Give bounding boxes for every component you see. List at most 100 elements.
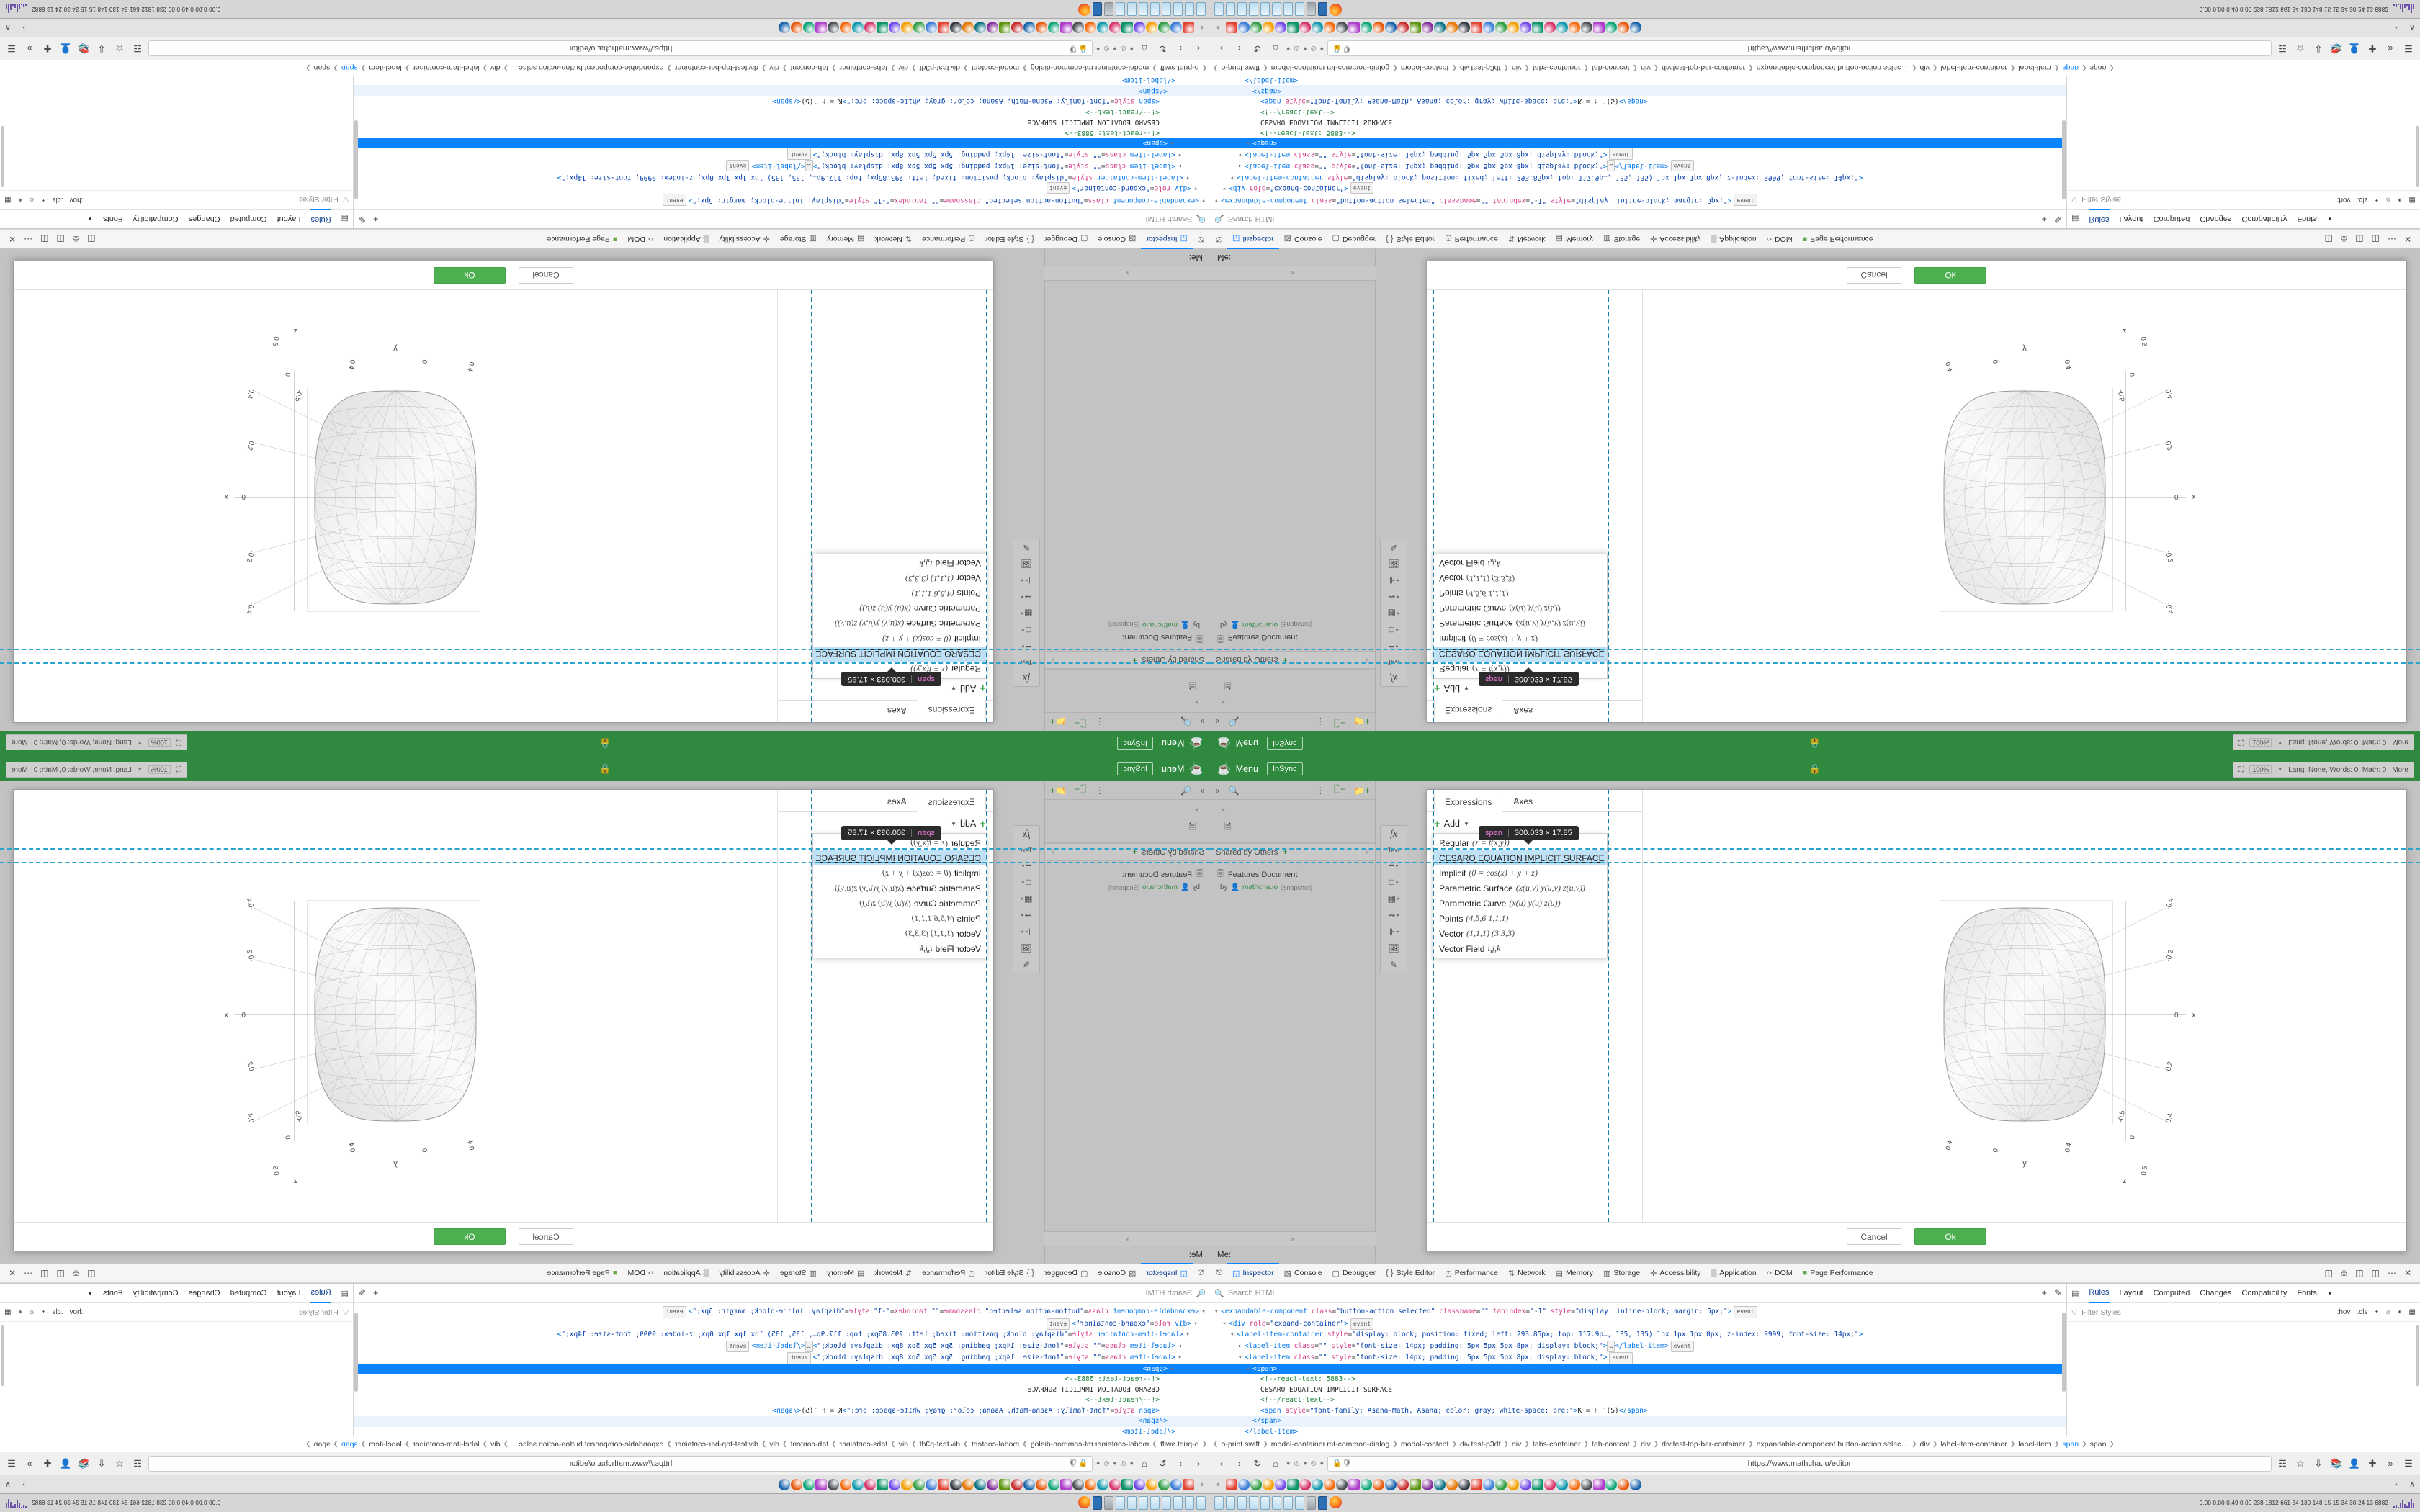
tab-favicon[interactable] [1593,22,1605,34]
menu-item-2[interactable]: Implicit (0 = cos(x) + y + z) [813,631,987,647]
tab-favicon[interactable] [1312,22,1323,34]
tab-favicon[interactable] [1097,1478,1108,1490]
chevron-double-up-icon[interactable]: » [1044,266,1210,281]
breadcrumb-item[interactable]: div.test-top-bar-container [674,1439,758,1449]
breadcrumb-item[interactable]: div [1919,1439,1930,1449]
scrollbar[interactable] [2062,1313,2066,1392]
breadcrumb-item[interactable]: div [898,1439,909,1449]
tab-favicon[interactable] [1520,22,1531,34]
tab-storage[interactable]: ▥ Storage [775,229,822,249]
fullscreen-icon[interactable]: ⛶ [176,738,182,747]
breadcrumb-item[interactable]: label-item-container [413,1439,480,1449]
tab-axes[interactable]: Axes [1513,796,1533,806]
tab-style-editor[interactable]: { } Style Editor [1381,229,1440,249]
eyedropper-icon[interactable]: ✎ [2054,214,2062,225]
axes-icon[interactable]: ⊪ ▸ [1388,575,1399,585]
tab-favicon[interactable] [828,22,839,34]
tab-axes[interactable]: Axes [887,796,907,806]
event-badge[interactable]: event [787,1352,811,1364]
tab-accessibility[interactable]: ✛ Accessibility [714,1263,774,1283]
tab-accessibility[interactable]: ✛ Accessibility [714,229,774,249]
menu-button[interactable]: Menu [1235,738,1258,749]
twisty-icon[interactable]: ▾ [1178,1354,1182,1362]
dom-line[interactable]: CESARO EQUATION IMPLICIT SURFACE [1210,117,2066,127]
taskbar-app-icon[interactable] [1226,1496,1235,1510]
chevron-left-icon[interactable]: ❮ [1201,65,1207,72]
image-icon[interactable]: 🖼 [1388,559,1399,569]
tab-inspector[interactable]: ◱ Inspector [1227,1263,1279,1283]
library-icon[interactable]: 📚 [77,1457,90,1469]
dom-line[interactable]: ▾<label-item class="" style="font-size: … [1210,148,2066,160]
event-badge[interactable]: event [1046,182,1070,194]
meatball-menu-icon[interactable]: ⋯ [24,1268,33,1278]
taskbar-app-icon[interactable] [1214,2,1224,16]
filter-styles-input[interactable]: Filter Styles [2081,1308,2121,1317]
dom-line[interactable]: CESARO EQUATION IMPLICIT SURFACE [354,1385,1210,1396]
library-icon[interactable]: 📚 [2330,1457,2343,1469]
breadcrumb-item[interactable]: div [490,1439,501,1449]
tab-favicon[interactable] [1397,1478,1409,1490]
tab-network[interactable]: ⇅ Network [869,1263,917,1283]
tab-favicon[interactable] [1011,22,1023,34]
breadcrumb-item[interactable]: div.test-p3df [919,63,960,73]
new-document-icon[interactable]: 🗋+ [1074,784,1087,794]
taskbar-app-icon[interactable] [1150,2,1160,16]
forward-icon[interactable]: › [1237,43,1242,54]
tab-favicon[interactable] [1348,22,1360,34]
more-link[interactable]: More [2392,765,2408,774]
tab-dom[interactable]: ‹› DOM [622,229,658,249]
dock-bottom-icon[interactable]: ◫ [2355,1268,2364,1278]
tab-application[interactable]: ▒ Application [658,229,714,249]
chevron-down-icon[interactable]: ▼ [2326,1290,2333,1297]
contrast-icon[interactable]: ◐ [17,196,22,204]
plot-canvas[interactable]: x 0 -0.4 -0.2 0.2 0.4 y -0.4 0 0.4 z -0.5 0 0.5 [1643,790,2406,1222]
tab-scroll-right-icon[interactable]: › [22,1480,25,1489]
insync-badge[interactable]: InSync [1266,762,1303,775]
breadcrumb-item[interactable]: label-item-container [413,63,480,73]
twisty-icon[interactable]: ▾ [1214,1308,1219,1315]
meatball-menu-icon[interactable]: ⋯ [24,234,33,244]
menu-item-5[interactable]: Points (4,5,6 1,1,1) [813,911,987,926]
dom-line[interactable]: ▾<div role="expand-container">event [354,1318,1210,1330]
split-console-icon[interactable]: ⎒ [2340,234,2348,245]
tab-expressions[interactable]: Expressions [1434,700,1503,719]
hov-toggle[interactable]: :hov [2336,1308,2351,1316]
tab-console[interactable]: ▧ Console [1093,1263,1141,1283]
tab-scroll-left-icon[interactable]: ‹ [1216,1480,1219,1489]
zoom-level[interactable]: 100% [2249,738,2272,747]
tab-favicon[interactable] [1250,22,1262,34]
hamburger-menu-icon[interactable]: ☰ [7,1457,16,1469]
bookmark-star-icon[interactable]: ☆ [2296,43,2305,55]
list-all-tabs-icon[interactable]: ∧ [2408,1480,2416,1489]
tab-favicon[interactable] [1556,1478,1568,1490]
taskbar-app-icon[interactable] [1078,4,1090,16]
tab-page-performance[interactable]: ■ Page Performance [542,1263,622,1283]
tab-scroll-right-icon[interactable]: › [2395,23,2398,32]
reader-icon[interactable]: ☶ [133,1457,142,1469]
tab-favicon[interactable] [999,22,1010,34]
tab-favicon[interactable] [791,1478,802,1490]
split-console-icon[interactable]: ⎒ [72,1267,80,1278]
rules-tab-fonts[interactable]: Fonts [103,215,123,223]
breadcrumb-item[interactable]: modal-content [1400,63,1449,73]
twisty-icon[interactable] [1254,96,1260,107]
scrollbar[interactable] [354,1313,358,1392]
dom-line[interactable]: <span style="font-family: Asana-Math, As… [354,96,1210,107]
tab-favicon[interactable] [962,1478,974,1490]
expand-ellipsis[interactable]: … [1607,160,1615,172]
chevron-down-icon[interactable]: ▼ [137,767,143,773]
tab-favicon[interactable] [1532,22,1543,34]
breadcrumb-item[interactable]: div [769,63,779,73]
chevron-down-icon[interactable]: ▼ [2277,767,2283,773]
menu-item-3[interactable]: Parametric Surface (x(u,v) y(u,v) z(u,v)) [813,881,987,896]
light-mode-icon[interactable]: ☼ [28,196,35,204]
tab-favicon[interactable] [974,1478,986,1490]
eyedropper-icon[interactable]: ✎ [2054,1287,2062,1298]
tab-favicon[interactable] [1085,22,1096,34]
dom-line[interactable]: ▾<label-item class="" style="font-size: … [354,148,1210,160]
breadcrumb-item[interactable]: modal-container.mt-common-dialog [1030,63,1150,73]
list-all-tabs-icon[interactable]: ∧ [4,1480,12,1489]
responsive-design-icon[interactable]: ◫ [87,234,96,244]
breadcrumb-item[interactable]: span [2062,1439,2079,1449]
document-author[interactable]: mathcha.io [1242,621,1278,629]
